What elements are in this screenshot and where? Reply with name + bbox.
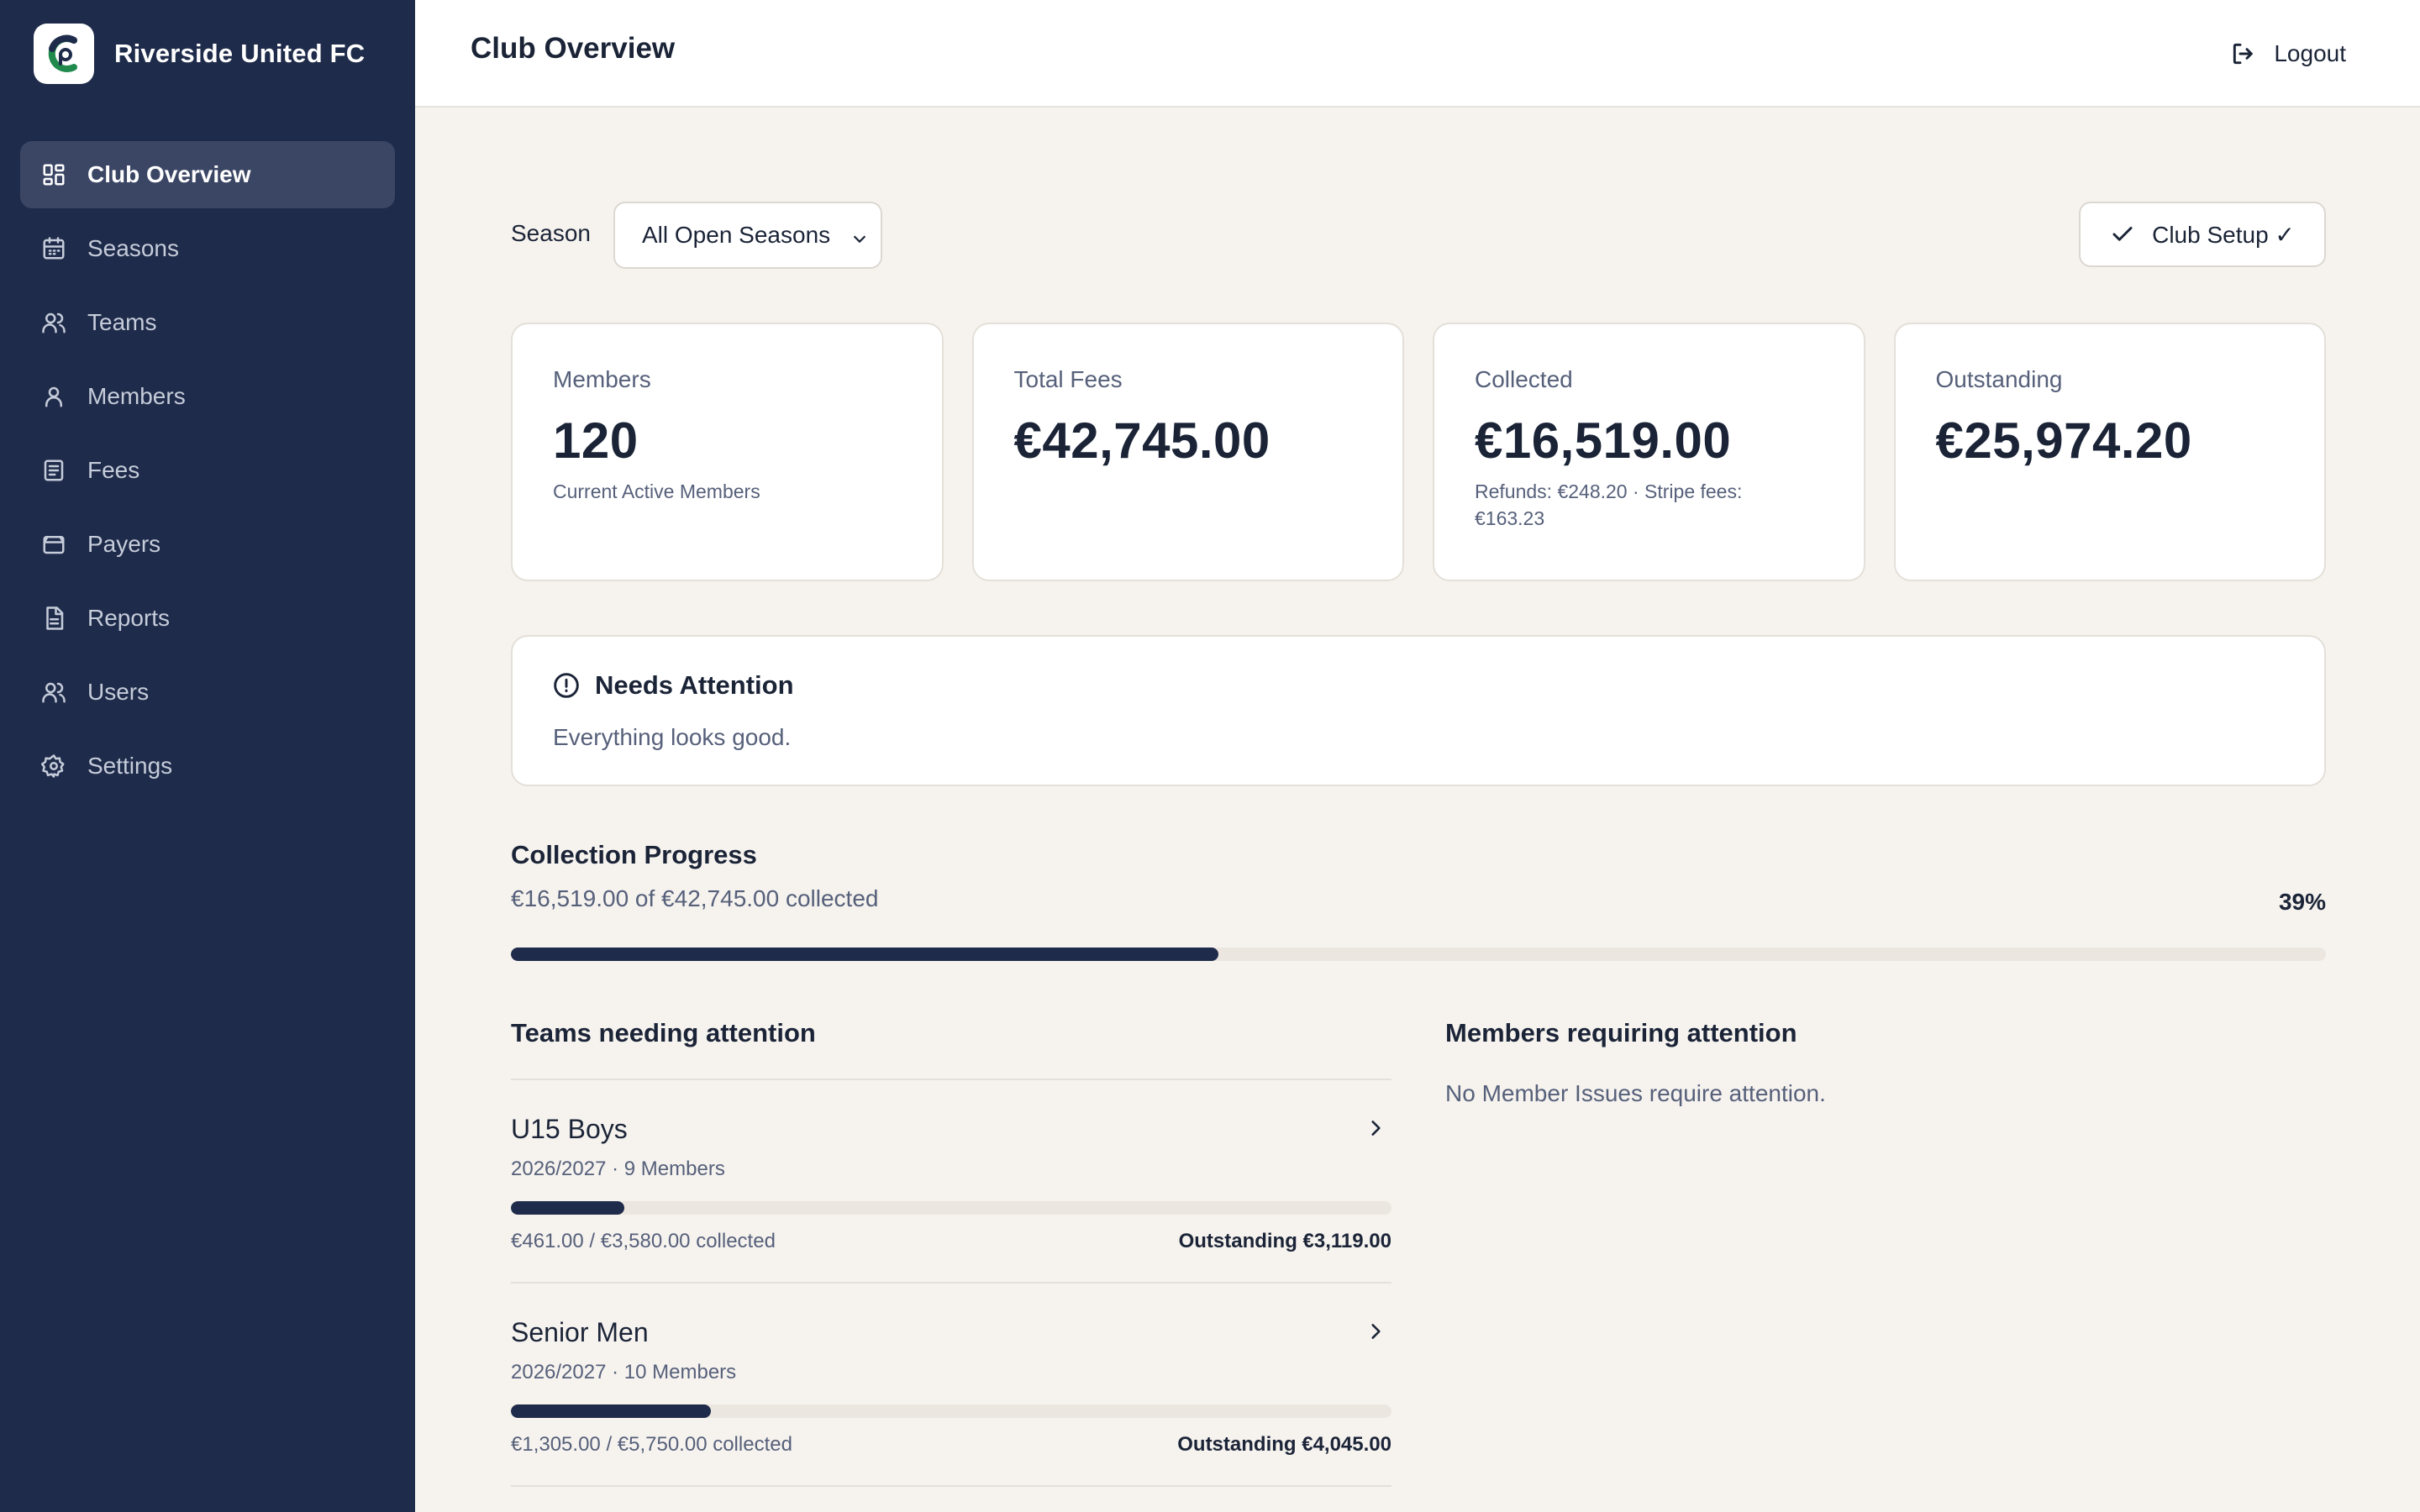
season-select-value: All Open Seasons bbox=[642, 222, 831, 248]
sidebar-item-label: Users bbox=[87, 679, 150, 705]
stat-subtext: Current Active Members bbox=[553, 480, 760, 502]
sidebar-item-label: Reports bbox=[87, 605, 171, 631]
sidebar-item-payers[interactable]: Payers bbox=[20, 511, 395, 578]
club-name: Riverside United FC bbox=[114, 39, 366, 68]
needs-attention-text: Everything looks good. bbox=[553, 724, 792, 750]
check-icon bbox=[2112, 227, 2133, 241]
chevron-right-icon bbox=[1365, 1320, 1386, 1347]
stat-value: €16,519.00 bbox=[1475, 412, 1732, 469]
team-progress-bar bbox=[511, 1404, 1392, 1418]
team-progress-fill bbox=[511, 1404, 711, 1418]
club-setup-button[interactable]: Club Setup ✓ bbox=[2079, 202, 2326, 267]
stat-label: Outstanding bbox=[1935, 366, 2063, 392]
collection-progress-percent: 39% bbox=[2278, 889, 2326, 915]
club-logo-icon bbox=[34, 24, 94, 84]
stat-card-outstanding: Outstanding €25,974.20 bbox=[1893, 323, 2326, 581]
team-meta: 2026/2027 · 10 Members bbox=[511, 1361, 737, 1383]
sidebar-item-label: Teams bbox=[87, 309, 157, 335]
page-title: Club Overview bbox=[471, 32, 676, 65]
teams-needing-attention: Teams needing attention U15 Boys 2026/20… bbox=[511, 1018, 1392, 1487]
topbar: Club Overview Logout bbox=[415, 0, 2420, 108]
team-name: U15 Boys bbox=[511, 1114, 628, 1144]
team-row[interactable]: Senior Men 2026/2027 · 10 Members €1,305… bbox=[511, 1284, 1392, 1487]
stat-card-members: Members 120 Current Active Members bbox=[511, 323, 944, 581]
sidebar: Riverside United FC Club Overview Season… bbox=[0, 0, 415, 1512]
season-select[interactable]: All Open Seasons bbox=[613, 202, 882, 269]
stat-label: Members bbox=[553, 366, 651, 392]
receipt-icon bbox=[40, 457, 67, 484]
chevron-down-icon bbox=[850, 227, 869, 254]
stat-value: 120 bbox=[553, 412, 639, 469]
sidebar-item-settings[interactable]: Settings bbox=[20, 732, 395, 800]
stat-card-total-fees: Total Fees €42,745.00 bbox=[971, 323, 1404, 581]
season-filter-row: Season All Open Seasons Club Setup ✓ bbox=[511, 202, 2326, 269]
document-icon bbox=[40, 605, 67, 632]
team-meta: 2026/2027 · 9 Members bbox=[511, 1158, 725, 1180]
team-progress-fill bbox=[511, 1201, 625, 1215]
brand[interactable]: Riverside United FC bbox=[34, 24, 365, 84]
gear-icon bbox=[40, 753, 67, 780]
stat-value: €42,745.00 bbox=[1013, 412, 1270, 469]
sidebar-item-members[interactable]: Members bbox=[20, 363, 395, 430]
stat-value: €25,974.20 bbox=[1935, 412, 2192, 469]
sidebar-nav: Club Overview Seasons Teams Members Fees bbox=[20, 141, 395, 806]
calendar-icon bbox=[40, 235, 67, 262]
sidebar-item-label: Members bbox=[87, 383, 186, 409]
team-collected: €461.00 / €3,580.00 collected bbox=[511, 1230, 776, 1252]
collection-progress-bar bbox=[511, 948, 2326, 961]
collection-progress-title: Collection Progress bbox=[511, 840, 757, 869]
members-empty-text: No Member Issues require attention. bbox=[1445, 1080, 1826, 1106]
teams-section-title: Teams needing attention bbox=[511, 1018, 816, 1047]
grid-icon bbox=[40, 161, 67, 188]
stat-label: Collected bbox=[1475, 366, 1573, 392]
sidebar-item-club-overview[interactable]: Club Overview bbox=[20, 141, 395, 208]
sidebar-item-label: Settings bbox=[87, 753, 173, 779]
team-outstanding: Outstanding €3,119.00 bbox=[1178, 1230, 1392, 1252]
season-label: Season bbox=[511, 220, 591, 246]
sidebar-item-label: Club Overview bbox=[87, 161, 251, 187]
teams-list: U15 Boys 2026/2027 · 9 Members €461.00 /… bbox=[511, 1079, 1392, 1487]
users-icon bbox=[40, 679, 67, 706]
club-setup-label: Club Setup ✓ bbox=[2152, 221, 2295, 248]
needs-attention-title: Needs Attention bbox=[595, 670, 794, 700]
sidebar-item-reports[interactable]: Reports bbox=[20, 585, 395, 652]
stat-subtext: Refunds: €248.20 · Stripe fees: €163.23 bbox=[1475, 480, 1743, 529]
wallet-icon bbox=[40, 531, 67, 558]
stats-cards: Members 120 Current Active Members Total… bbox=[511, 323, 2326, 581]
chevron-right-icon bbox=[1365, 1117, 1386, 1143]
team-collected: €1,305.00 / €5,750.00 collected bbox=[511, 1433, 792, 1456]
user-icon bbox=[40, 383, 67, 410]
team-row[interactable]: U15 Boys 2026/2027 · 9 Members €461.00 /… bbox=[511, 1080, 1392, 1284]
alert-circle-icon bbox=[554, 673, 579, 698]
sidebar-item-users[interactable]: Users bbox=[20, 659, 395, 726]
team-outstanding: Outstanding €4,045.00 bbox=[1177, 1433, 1392, 1456]
members-requiring-attention: Members requiring attention No Member Is… bbox=[1445, 1018, 2326, 1107]
stat-label: Total Fees bbox=[1013, 366, 1123, 392]
team-name: Senior Men bbox=[511, 1317, 649, 1347]
logout-icon bbox=[2233, 43, 2254, 65]
stat-card-collected: Collected €16,519.00 Refunds: €248.20 · … bbox=[1433, 323, 1865, 581]
sidebar-item-label: Seasons bbox=[87, 235, 179, 261]
sidebar-item-seasons[interactable]: Seasons bbox=[20, 215, 395, 282]
users-icon bbox=[40, 309, 67, 336]
logout-label: Logout bbox=[2274, 40, 2346, 66]
team-progress-bar bbox=[511, 1201, 1392, 1215]
sidebar-item-teams[interactable]: Teams bbox=[20, 289, 395, 356]
sidebar-item-label: Payers bbox=[87, 531, 161, 557]
needs-attention-panel: Needs Attention Everything looks good. bbox=[511, 635, 2326, 786]
logout-button[interactable]: Logout bbox=[2230, 34, 2346, 74]
sidebar-item-fees[interactable]: Fees bbox=[20, 437, 395, 504]
collection-progress: Collection Progress €16,519.00 of €42,74… bbox=[511, 840, 2326, 961]
sidebar-item-label: Fees bbox=[87, 457, 140, 483]
collection-progress-fill bbox=[511, 948, 1219, 961]
collection-progress-caption: €16,519.00 of €42,745.00 collected bbox=[511, 885, 879, 911]
members-section-title: Members requiring attention bbox=[1445, 1018, 1797, 1047]
